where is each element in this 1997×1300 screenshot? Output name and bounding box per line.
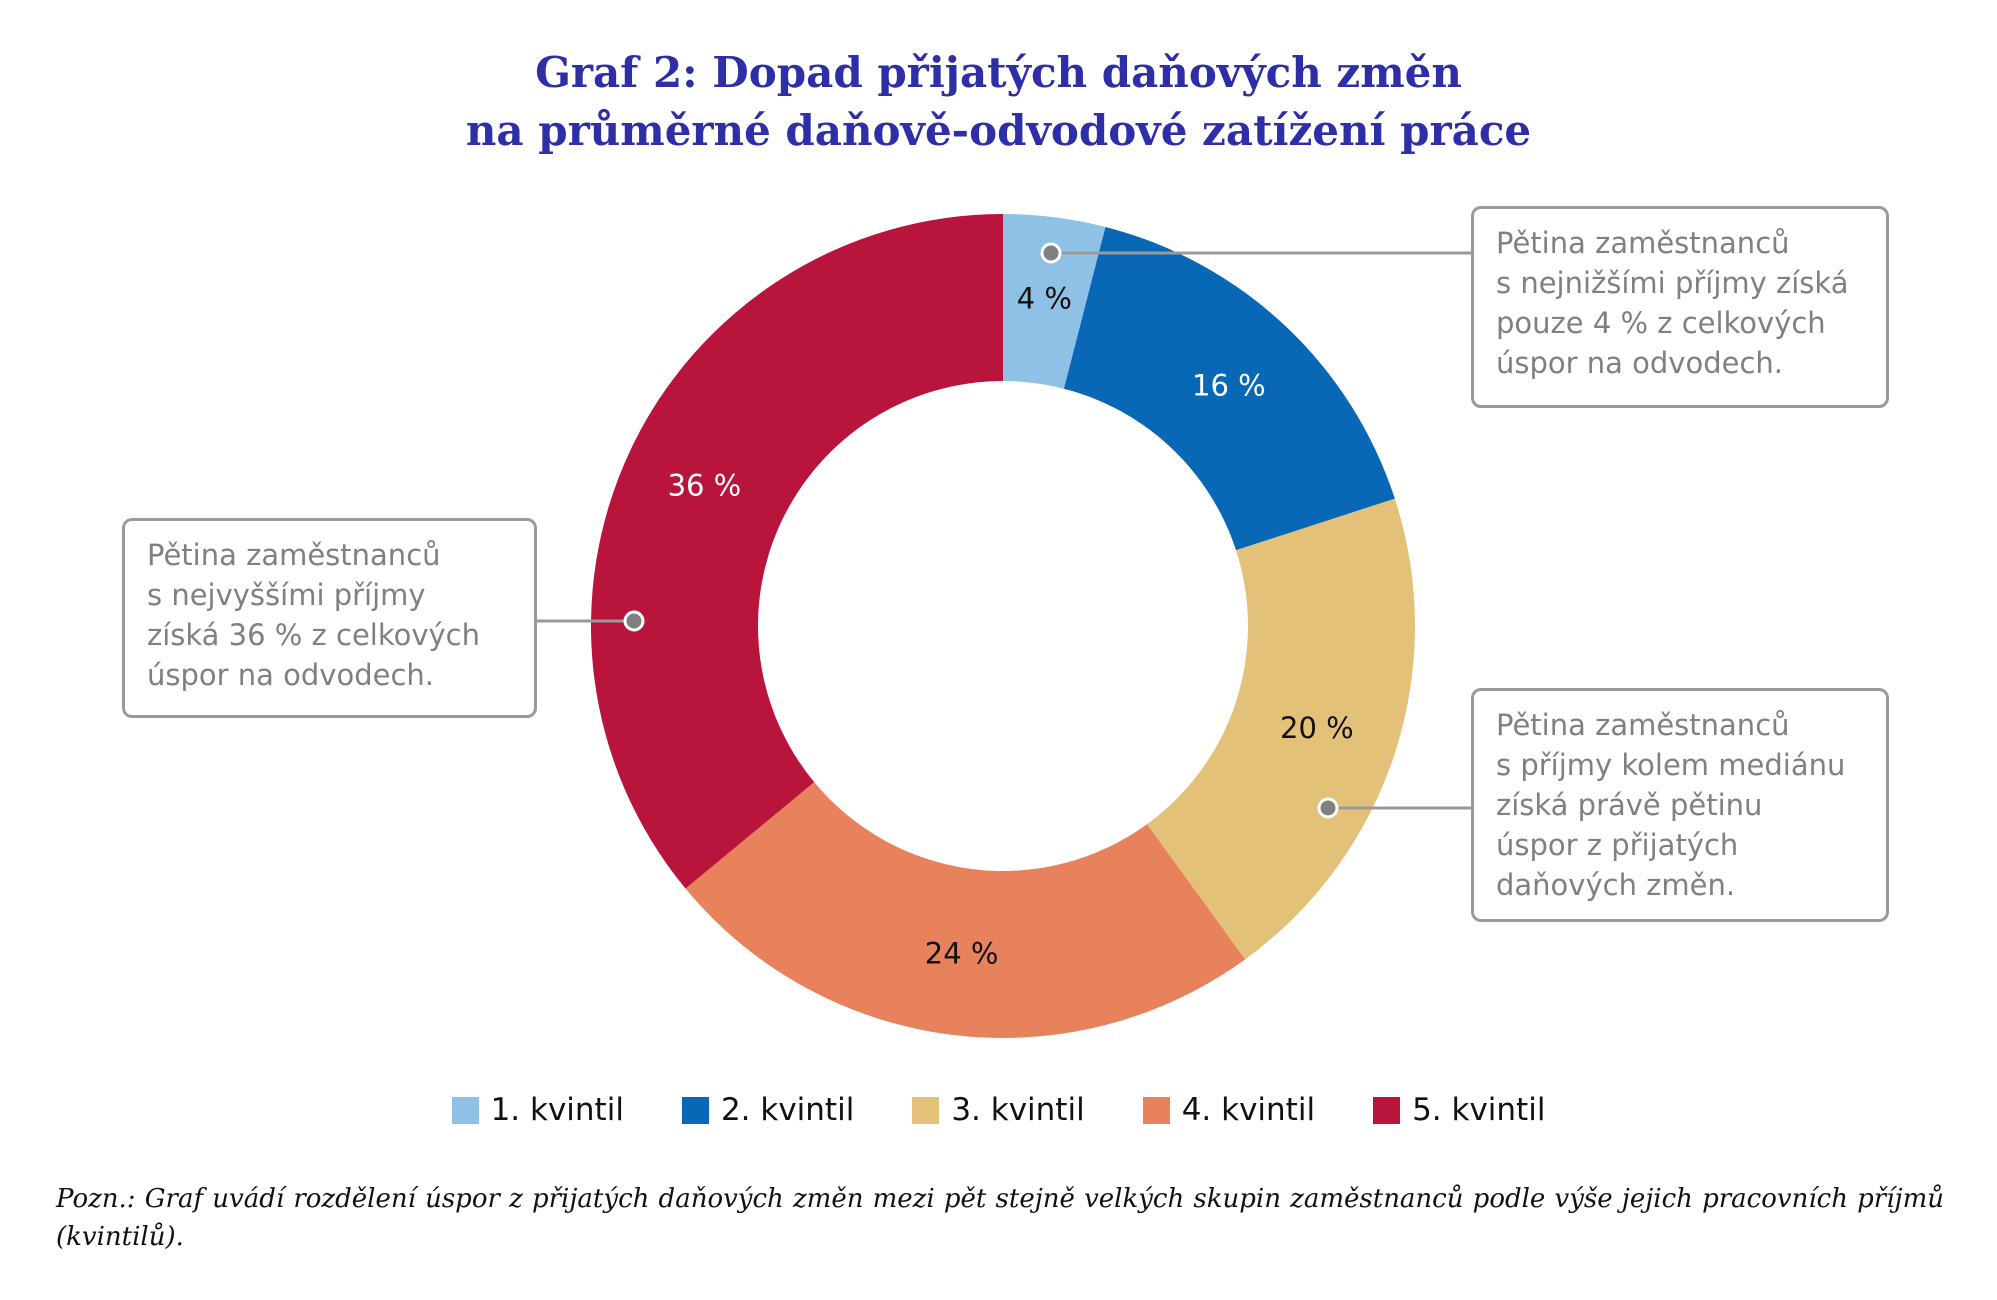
legend-label: 1. kvintil xyxy=(490,1092,624,1128)
legend-item-kvintil-2: 2. kvintil xyxy=(681,1092,855,1128)
legend-item-kvintil-4: 4. kvintil xyxy=(1142,1092,1316,1128)
callout-highest-income: Pětina zaměstnanců s nejvyššími příjmy z… xyxy=(122,518,537,718)
chart-legend: 1. kvintil 2. kvintil 3. kvintil 4. kvin… xyxy=(0,1092,1997,1128)
callout-median-income-line: úspor z přijatých xyxy=(1496,828,1739,862)
leader-dot-top-right xyxy=(1040,242,1062,264)
donut-slice-kvintil-4 xyxy=(685,782,1246,1039)
callout-lowest-income-line: s nejnižšími příjmy získá xyxy=(1496,266,1849,300)
slice-label-kvintil-5: 36 % xyxy=(668,468,742,502)
slice-label-kvintil-1: 4 % xyxy=(1017,282,1072,316)
legend-swatch xyxy=(681,1096,709,1124)
chart-title: Graf 2: Dopad přijatých daňových změn na… xyxy=(0,44,1997,160)
callout-lowest-income: Pětina zaměstnanců s nejnižšími příjmy z… xyxy=(1471,206,1889,408)
legend-swatch xyxy=(1142,1096,1170,1124)
leader-dot-bottom-right xyxy=(1317,797,1339,819)
donut-slice-kvintil-3 xyxy=(1147,498,1415,960)
callout-median-income-line: s příjmy kolem mediánu xyxy=(1496,748,1846,782)
callout-highest-income-line: s nejvyššími příjmy xyxy=(147,578,426,612)
legend-label: 3. kvintil xyxy=(951,1092,1085,1128)
callout-median-income-line: daňových změn. xyxy=(1496,868,1736,902)
legend-label: 4. kvintil xyxy=(1181,1092,1316,1128)
legend-item-kvintil-5: 5. kvintil xyxy=(1373,1092,1545,1128)
callout-leader-lines xyxy=(535,242,1471,819)
chart-title-line-1: Graf 2: Dopad přijatých daňových změn xyxy=(535,48,1462,97)
legend-swatch xyxy=(1373,1096,1401,1124)
callout-median-income-line: Pětina zaměstnanců xyxy=(1496,708,1790,742)
callout-lowest-income-line: Pětina zaměstnanců xyxy=(1496,226,1790,260)
leader-dot-left xyxy=(623,610,645,632)
legend-item-kvintil-3: 3. kvintil xyxy=(912,1092,1085,1128)
donut-chart: 4 % 16 % 20 % 24 % 36 % xyxy=(535,214,1471,1039)
donut-slice-kvintil-1 xyxy=(1003,214,1106,389)
chart-title-line-2: na průměrné daňově-odvodové zatížení prá… xyxy=(465,106,1532,155)
legend-swatch xyxy=(912,1096,940,1124)
callout-highest-income-line: úspor na odvodech. xyxy=(147,658,434,692)
legend-label: 5. kvintil xyxy=(1412,1092,1546,1128)
callout-highest-income-line: získá 36 % z celkových xyxy=(147,618,480,652)
slice-label-kvintil-3: 20 % xyxy=(1280,711,1354,745)
legend-swatch xyxy=(451,1096,479,1124)
slice-label-kvintil-2: 16 % xyxy=(1192,368,1266,402)
callout-lowest-income-line: úspor na odvodech. xyxy=(1496,346,1783,380)
callout-highest-income-line: Pětina zaměstnanců xyxy=(147,538,441,572)
slice-label-kvintil-4: 24 % xyxy=(925,936,999,970)
donut-slice-kvintil-2 xyxy=(1063,226,1395,551)
donut-slices xyxy=(590,214,1415,1039)
callout-median-income: Pětina zaměstnanců s příjmy kolem medián… xyxy=(1471,688,1889,922)
legend-label: 2. kvintil xyxy=(720,1092,855,1128)
legend-item-kvintil-1: 1. kvintil xyxy=(451,1092,624,1128)
chart-note: Pozn.: Graf uvádí rozdělení úspor z přij… xyxy=(56,1184,1944,1252)
callout-median-income-line: získá právě pětinu xyxy=(1496,788,1763,822)
donut-slice-labels: 4 % 16 % 20 % 24 % 36 % xyxy=(668,282,1354,971)
callout-lowest-income-line: pouze 4 % z celkových xyxy=(1496,306,1826,340)
donut-slice-kvintil-5 xyxy=(590,214,1003,889)
